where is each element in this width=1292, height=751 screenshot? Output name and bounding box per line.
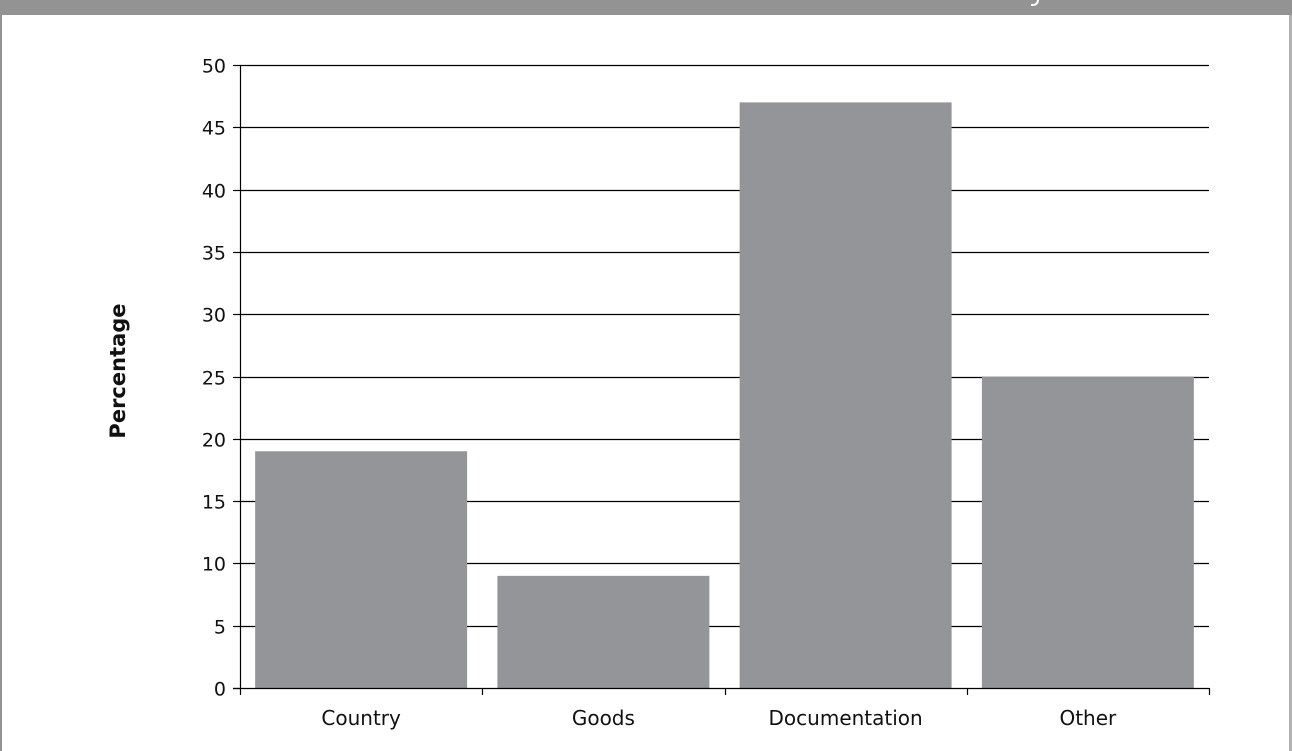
y-tick-label: 40 [202,181,226,203]
y-tick-label: 50 [202,56,226,78]
bar-documentation [739,102,952,688]
bars [255,102,1194,688]
y-tick-label: 30 [202,305,226,327]
y-axis-label: Percentage [106,303,130,438]
x-category-labels: Country Goods Documentation Other [321,706,1117,730]
y-tick-label: 35 [202,243,226,265]
bar-goods [497,575,710,688]
y-tick-label: 0 [214,679,226,701]
y-tick-labels: 0 5 10 15 20 25 30 35 40 45 50 [202,56,226,701]
y-tick-label: 45 [202,118,226,140]
x-category-label: Documentation [769,706,923,730]
y-tick-label: 20 [202,430,226,452]
header-band-mark [1031,0,1039,6]
y-tick-label: 15 [202,492,226,514]
bar-other [981,376,1194,688]
header-band [0,0,1292,15]
x-category-label: Other [1059,706,1117,730]
y-tick-label: 25 [202,368,226,390]
x-category-label: Goods [572,706,635,730]
y-tick-label: 5 [214,617,226,639]
y-tick-label: 10 [202,554,226,576]
frame-right-border [1289,15,1292,751]
bar-country [255,451,468,688]
frame-left-border [0,15,2,751]
x-category-label: Country [321,706,401,730]
axes [233,64,1211,695]
